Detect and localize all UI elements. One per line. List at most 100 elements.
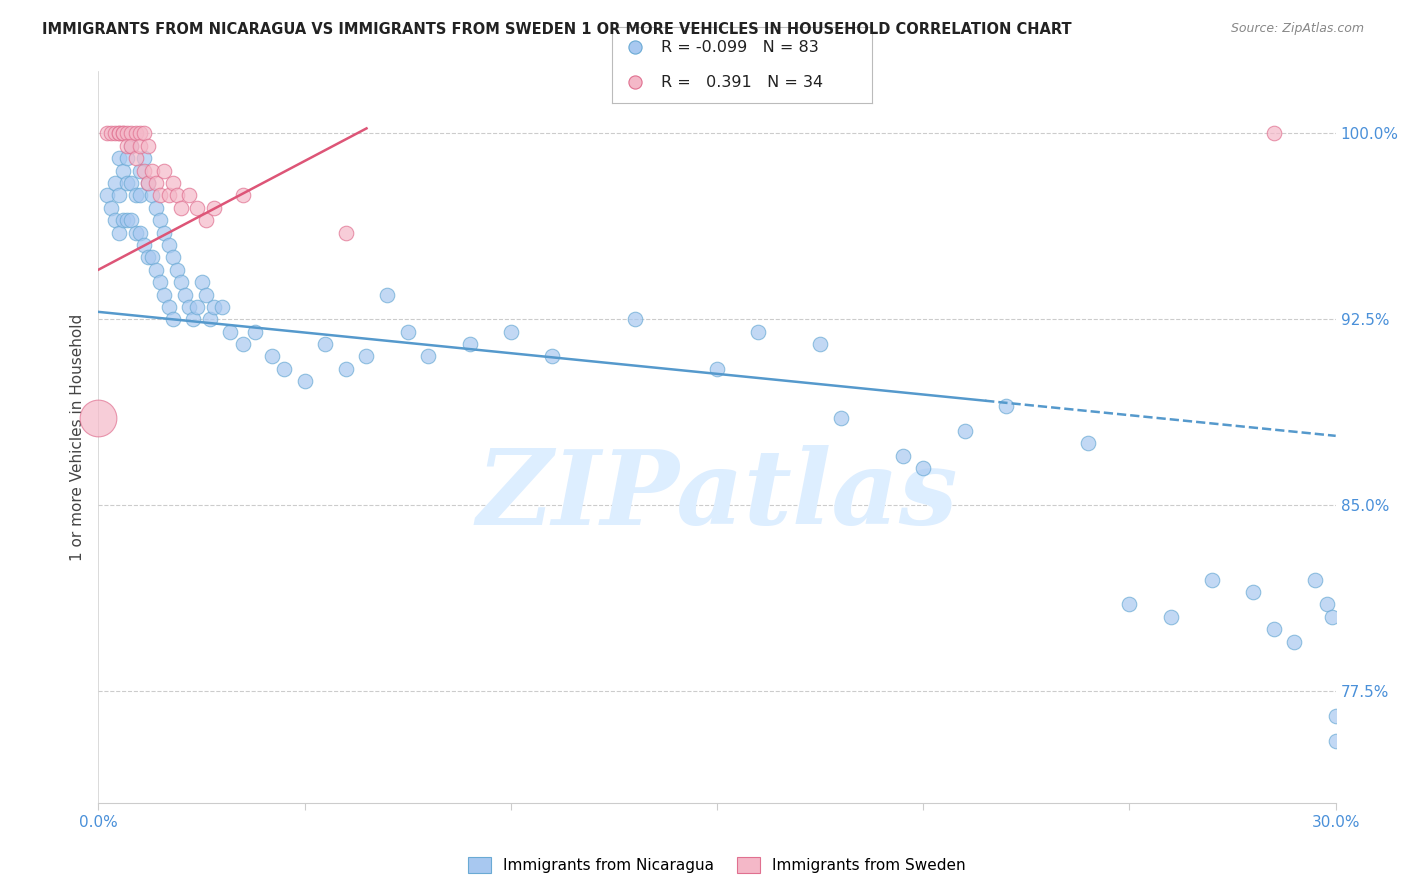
Point bbox=[157, 238, 180, 252]
Point bbox=[117, 151, 139, 165]
Point bbox=[108, 188, 131, 202]
Point bbox=[128, 126, 150, 140]
Point bbox=[96, 126, 118, 140]
Point bbox=[170, 201, 193, 215]
Point bbox=[112, 126, 135, 140]
Point bbox=[179, 300, 201, 314]
Point bbox=[145, 262, 167, 277]
Point bbox=[136, 176, 159, 190]
Point bbox=[132, 151, 155, 165]
Point bbox=[149, 188, 172, 202]
Point bbox=[1077, 436, 1099, 450]
Point bbox=[1316, 598, 1339, 612]
Point bbox=[128, 226, 150, 240]
Point bbox=[128, 138, 150, 153]
Point bbox=[136, 176, 159, 190]
Point bbox=[243, 325, 266, 339]
Point bbox=[132, 238, 155, 252]
Point bbox=[273, 362, 295, 376]
Point bbox=[891, 449, 914, 463]
Point bbox=[830, 411, 852, 425]
Text: Source: ZipAtlas.com: Source: ZipAtlas.com bbox=[1230, 22, 1364, 36]
Point bbox=[117, 138, 139, 153]
Point bbox=[1284, 634, 1306, 648]
Point bbox=[145, 201, 167, 215]
Point bbox=[104, 176, 127, 190]
Point bbox=[808, 337, 831, 351]
Point bbox=[162, 176, 184, 190]
Point bbox=[117, 213, 139, 227]
Point bbox=[149, 213, 172, 227]
Point bbox=[120, 138, 142, 153]
Point bbox=[179, 188, 201, 202]
Y-axis label: 1 or more Vehicles in Household: 1 or more Vehicles in Household bbox=[69, 313, 84, 561]
Point bbox=[202, 300, 225, 314]
Point bbox=[232, 188, 254, 202]
Point bbox=[356, 350, 378, 364]
Point bbox=[260, 350, 283, 364]
Point bbox=[418, 350, 440, 364]
Point bbox=[747, 325, 769, 339]
Point bbox=[219, 325, 242, 339]
Point bbox=[624, 75, 647, 89]
Point bbox=[953, 424, 976, 438]
Point bbox=[1324, 734, 1347, 748]
Point bbox=[108, 151, 131, 165]
Point bbox=[1320, 610, 1343, 624]
Point bbox=[112, 126, 135, 140]
Point bbox=[211, 300, 233, 314]
Point bbox=[202, 201, 225, 215]
Point bbox=[170, 275, 193, 289]
Point bbox=[1263, 126, 1285, 140]
Point bbox=[128, 188, 150, 202]
Point bbox=[541, 350, 564, 364]
Point bbox=[124, 151, 146, 165]
Point bbox=[174, 287, 197, 301]
Point bbox=[153, 226, 176, 240]
Point bbox=[1160, 610, 1182, 624]
Point bbox=[132, 163, 155, 178]
Legend: Immigrants from Nicaragua, Immigrants from Sweden: Immigrants from Nicaragua, Immigrants fr… bbox=[463, 851, 972, 880]
Point bbox=[186, 201, 208, 215]
Point bbox=[112, 213, 135, 227]
Point bbox=[136, 138, 159, 153]
Point bbox=[499, 325, 522, 339]
Point bbox=[1303, 573, 1326, 587]
Point bbox=[166, 188, 188, 202]
Point bbox=[96, 188, 118, 202]
Point bbox=[194, 213, 217, 227]
Point bbox=[1201, 573, 1223, 587]
Point bbox=[104, 213, 127, 227]
Point bbox=[128, 163, 150, 178]
Point bbox=[190, 275, 212, 289]
Point bbox=[162, 312, 184, 326]
Point bbox=[458, 337, 481, 351]
Point bbox=[198, 312, 221, 326]
Point bbox=[120, 213, 142, 227]
Point bbox=[108, 126, 131, 140]
Point bbox=[1241, 585, 1264, 599]
Point bbox=[162, 250, 184, 264]
Point bbox=[375, 287, 398, 301]
Point bbox=[149, 275, 172, 289]
Point bbox=[87, 411, 110, 425]
Point bbox=[141, 188, 163, 202]
Point bbox=[166, 262, 188, 277]
Text: IMMIGRANTS FROM NICARAGUA VS IMMIGRANTS FROM SWEDEN 1 OR MORE VEHICLES IN HOUSEH: IMMIGRANTS FROM NICARAGUA VS IMMIGRANTS … bbox=[42, 22, 1071, 37]
Point bbox=[1324, 709, 1347, 723]
Point bbox=[335, 226, 357, 240]
Point bbox=[396, 325, 419, 339]
Point bbox=[153, 163, 176, 178]
Text: R = -0.099   N = 83: R = -0.099 N = 83 bbox=[661, 40, 818, 54]
Point bbox=[153, 287, 176, 301]
Point bbox=[100, 201, 122, 215]
Point bbox=[120, 138, 142, 153]
Point bbox=[104, 126, 127, 140]
Point bbox=[623, 312, 645, 326]
Point bbox=[120, 176, 142, 190]
Point bbox=[314, 337, 336, 351]
Point bbox=[1118, 598, 1140, 612]
Point bbox=[117, 176, 139, 190]
Point bbox=[117, 126, 139, 140]
Point bbox=[232, 337, 254, 351]
